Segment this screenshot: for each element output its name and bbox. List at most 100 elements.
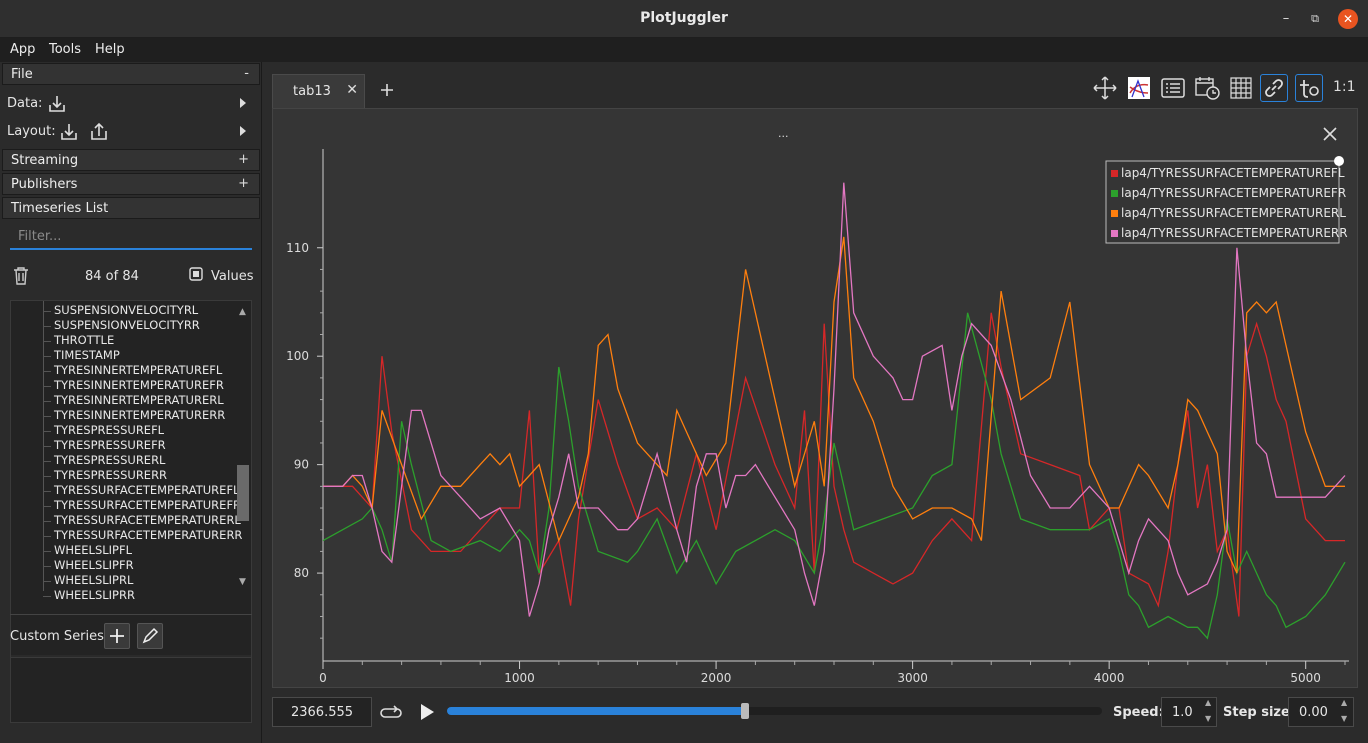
legend-entry[interactable]: lap4/TYRESSURFACETEMPERATUREFR (1121, 186, 1346, 200)
tab-tab13[interactable]: tab13 ✕ (272, 74, 365, 108)
legend-handle[interactable] (1334, 156, 1344, 166)
tree-branch (43, 476, 51, 477)
legend-entry[interactable]: lap4/TYRESSURFACETEMPERATURERL (1121, 206, 1346, 220)
tree-branch (43, 446, 51, 447)
window-title: PlotJuggler (640, 10, 728, 26)
tree-branch (43, 431, 51, 432)
list-item[interactable]: TYRESSURFACETEMPERATUREFL (54, 483, 240, 497)
spin-down-icon[interactable]: ▼ (1205, 714, 1212, 723)
values-checkbox[interactable] (189, 267, 203, 281)
x-tick-label: 4000 (1094, 671, 1125, 685)
list-item[interactable]: SUSPENSIONVELOCITYRR (54, 318, 200, 332)
series-line-2 (322, 312, 1346, 640)
layout-expand-arrow-icon[interactable] (240, 126, 246, 136)
save-layout-icon[interactable] (89, 122, 109, 142)
list-item[interactable]: TYRESPRESSURERL (54, 453, 166, 467)
time-input[interactable]: 2366.555 (272, 697, 372, 727)
legend-box (1105, 160, 1340, 244)
streaming-section-header[interactable]: Streaming + (2, 149, 260, 171)
tree-branch (43, 371, 51, 372)
timeseries-section-header[interactable]: Timeseries List (2, 197, 260, 219)
line-chart[interactable]: 80 90 100 110 0 1000 2000 3000 4000 5000 lap4/TYR… (273, 109, 1359, 689)
pencil-icon (142, 627, 159, 644)
file-section-header[interactable]: File - (2, 63, 260, 85)
expand-icon: + (238, 176, 249, 191)
list-vscrollbar[interactable]: ▲ ▼ (237, 301, 249, 591)
list-item[interactable]: TYRESPRESSUREFR (54, 438, 166, 452)
minimize-button[interactable]: – (1282, 11, 1290, 26)
time-zero-icon (1300, 80, 1319, 98)
list-item[interactable]: TYRESSURFACETEMPERATURERR (54, 528, 243, 542)
link-button[interactable] (1260, 74, 1288, 102)
spin-down-icon[interactable]: ▼ (1341, 714, 1348, 723)
legend-style-icon[interactable] (1126, 75, 1152, 101)
list-item[interactable]: THROTTLE (54, 333, 115, 347)
legend-entry[interactable]: lap4/TYRESSURFACETEMPERATUREFL (1121, 166, 1345, 180)
list-item[interactable]: TYRESINNERTEMPERATUREFR (54, 378, 224, 392)
load-data-icon[interactable] (47, 94, 67, 114)
scroll-thumb[interactable] (237, 465, 249, 521)
plot-widget[interactable]: ... 80 90 100 110 0 1000 2000 3000 4000 5000 lap4… (272, 108, 1358, 688)
publishers-section-header[interactable]: Publishers + (2, 173, 260, 195)
time-tracker-icon[interactable] (1194, 75, 1220, 101)
y-tick-label: 80 (294, 566, 309, 580)
loop-icon[interactable] (380, 703, 404, 721)
play-icon[interactable] (418, 703, 436, 721)
tree-branch (43, 416, 51, 417)
series-count: 84 of 84 (85, 269, 139, 284)
data-expand-arrow-icon[interactable] (240, 98, 246, 108)
spin-up-icon[interactable]: ▲ (1205, 698, 1212, 707)
menu-app[interactable]: App (10, 42, 36, 57)
ratio-button[interactable]: 1:1 (1333, 79, 1356, 95)
trash-icon[interactable] (12, 266, 30, 286)
list-item[interactable]: TYRESPRESSUREFL (54, 423, 165, 437)
list-item[interactable]: WHEELSLIPFL (54, 543, 133, 557)
time-slider-handle[interactable] (741, 703, 750, 719)
close-plot-icon[interactable] (1323, 127, 1337, 141)
menu-help[interactable]: Help (95, 42, 125, 57)
time-offset-button[interactable] (1295, 74, 1323, 102)
scroll-down-icon[interactable]: ▼ (239, 577, 246, 587)
add-tab-icon[interactable] (379, 82, 395, 98)
legend-swatch (1111, 170, 1118, 177)
list-item[interactable]: WHEELSLIPRR (54, 588, 135, 602)
filter-input[interactable]: Filter... (10, 224, 252, 250)
list-item[interactable]: TIMESTAMP (54, 348, 120, 362)
speed-spinbox[interactable]: 1.0 (1161, 697, 1217, 727)
list-item[interactable]: WHEELSLIPRL (54, 573, 134, 587)
list-item[interactable]: WHEELSLIPFR (54, 558, 134, 572)
tree-branch (43, 341, 51, 342)
plot-title: ... (778, 127, 789, 140)
step-size-spinbox[interactable]: 0.00 (1288, 697, 1354, 727)
grid-icon[interactable] (1228, 75, 1254, 101)
x-tick-label: 5000 (1290, 671, 1321, 685)
left-panel: File - Data: Layout: Streaming + Publish… (0, 62, 262, 743)
move-icon[interactable] (1092, 75, 1118, 101)
menu-tools[interactable]: Tools (49, 42, 82, 57)
scroll-up-icon[interactable]: ▲ (239, 307, 246, 317)
window-titlebar: PlotJuggler – ⧉ ✕ (0, 0, 1368, 38)
maximize-button[interactable]: ⧉ (1311, 12, 1319, 25)
list-item[interactable]: TYRESINNERTEMPERATUREFL (54, 363, 223, 377)
list-item[interactable]: TYRESPRESSURERR (54, 468, 168, 482)
custom-series-label: Custom Series: (10, 629, 109, 644)
legend-entry[interactable]: lap4/TYRESSURFACETEMPERATURERR (1121, 226, 1348, 240)
list-item[interactable]: TYRESSURFACETEMPERATURERL (54, 513, 241, 527)
list-item[interactable]: TYRESINNERTEMPERATURERL (54, 393, 224, 407)
edit-custom-series-button[interactable] (137, 623, 163, 649)
collapse-icon: - (244, 66, 249, 81)
list-item[interactable]: TYRESSURFACETEMPERATUREFR (54, 498, 242, 512)
close-window-button[interactable]: ✕ (1338, 9, 1358, 29)
legend-list-icon[interactable] (1160, 75, 1186, 101)
list-item[interactable]: SUSPENSIONVELOCITYRL (54, 303, 199, 317)
legend-swatch (1111, 190, 1118, 197)
time-slider[interactable] (447, 703, 1102, 719)
spin-up-icon[interactable]: ▲ (1341, 698, 1348, 707)
list-item[interactable]: TYRESINNERTEMPERATURERR (54, 408, 226, 422)
tree-branch (43, 596, 51, 597)
load-layout-icon[interactable] (59, 122, 79, 142)
close-tab-icon[interactable]: ✕ (346, 82, 358, 98)
custom-series-list[interactable] (10, 657, 252, 723)
add-custom-series-button[interactable] (104, 623, 130, 649)
legend-swatch (1111, 210, 1118, 217)
